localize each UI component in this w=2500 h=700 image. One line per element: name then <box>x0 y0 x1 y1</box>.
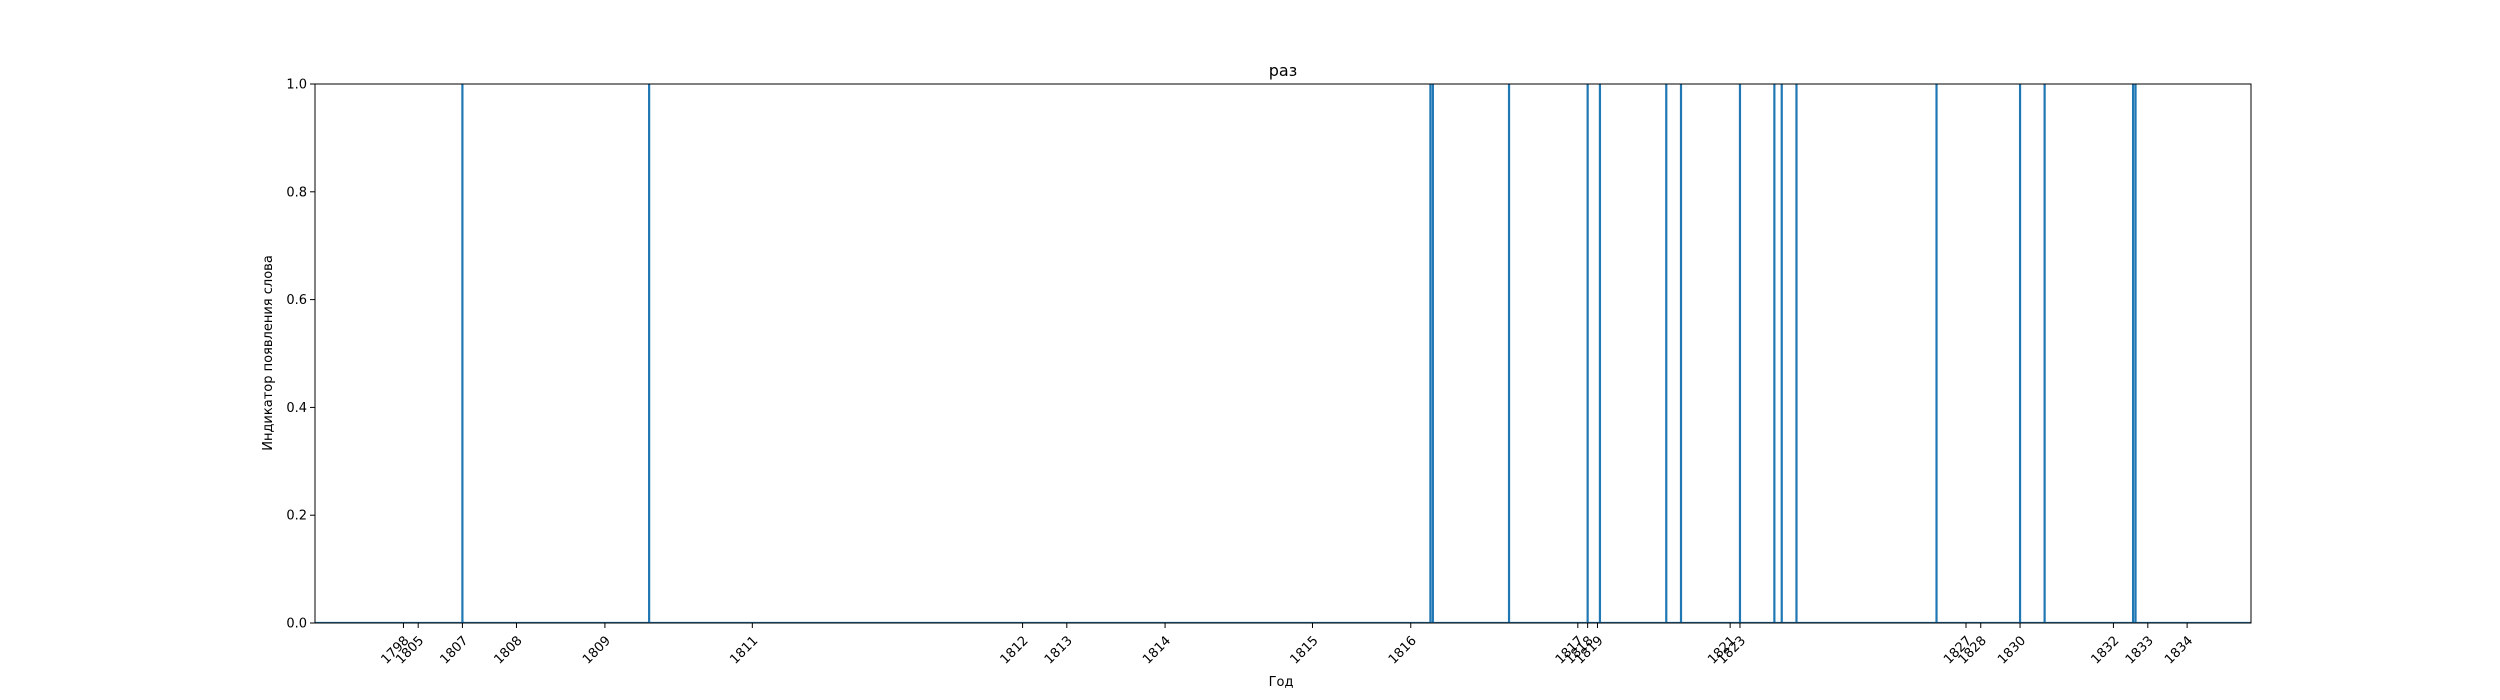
y-tick-label: 0.6 <box>286 293 307 308</box>
y-tick-label: 0.4 <box>286 401 307 416</box>
chart-title: раз <box>1269 61 1297 80</box>
x-axis-label: Год <box>1269 675 1294 690</box>
plot-area <box>315 84 2251 623</box>
y-tick-label: 0.0 <box>286 617 307 632</box>
y-tick-label: 0.8 <box>286 185 307 200</box>
y-tick-label: 1.0 <box>286 78 307 93</box>
y-tick-label: 0.2 <box>286 509 307 524</box>
y-axis-label: Индикатор появления слова <box>261 255 276 451</box>
axes-frame <box>314 83 2252 624</box>
